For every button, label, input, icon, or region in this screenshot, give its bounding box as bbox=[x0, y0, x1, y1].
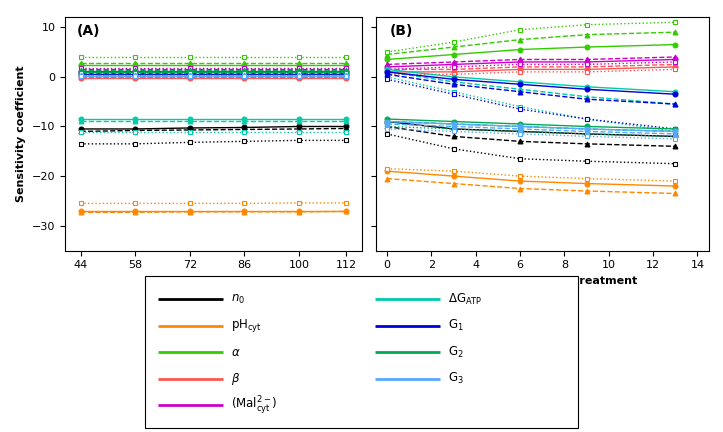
Y-axis label: Sensitivity coefficient: Sensitivity coefficient bbox=[17, 66, 26, 202]
Text: $\mathregular{G_3}$: $\mathregular{G_3}$ bbox=[448, 371, 464, 386]
X-axis label: Days after ethylene treatment: Days after ethylene treatment bbox=[447, 276, 638, 286]
Text: $\beta$: $\beta$ bbox=[231, 371, 241, 387]
Text: $\mathregular{G_1}$: $\mathregular{G_1}$ bbox=[448, 318, 464, 333]
Text: $\mathregular{\Delta G_{ATP}}$: $\mathregular{\Delta G_{ATP}}$ bbox=[448, 292, 483, 307]
X-axis label: Days after bloom: Days after bloom bbox=[160, 276, 267, 286]
Text: $\mathregular{pH_{cyt}}$: $\mathregular{pH_{cyt}}$ bbox=[231, 317, 262, 334]
Text: $\mathregular{(Mal^{2-}_{cyt})}$: $\mathregular{(Mal^{2-}_{cyt})}$ bbox=[231, 394, 278, 416]
Text: $n_0$: $n_0$ bbox=[231, 292, 245, 306]
Text: $\mathregular{G_2}$: $\mathregular{G_2}$ bbox=[448, 345, 464, 359]
Text: (B): (B) bbox=[389, 24, 413, 38]
Text: (A): (A) bbox=[77, 24, 100, 38]
Text: $\alpha$: $\alpha$ bbox=[231, 346, 241, 359]
